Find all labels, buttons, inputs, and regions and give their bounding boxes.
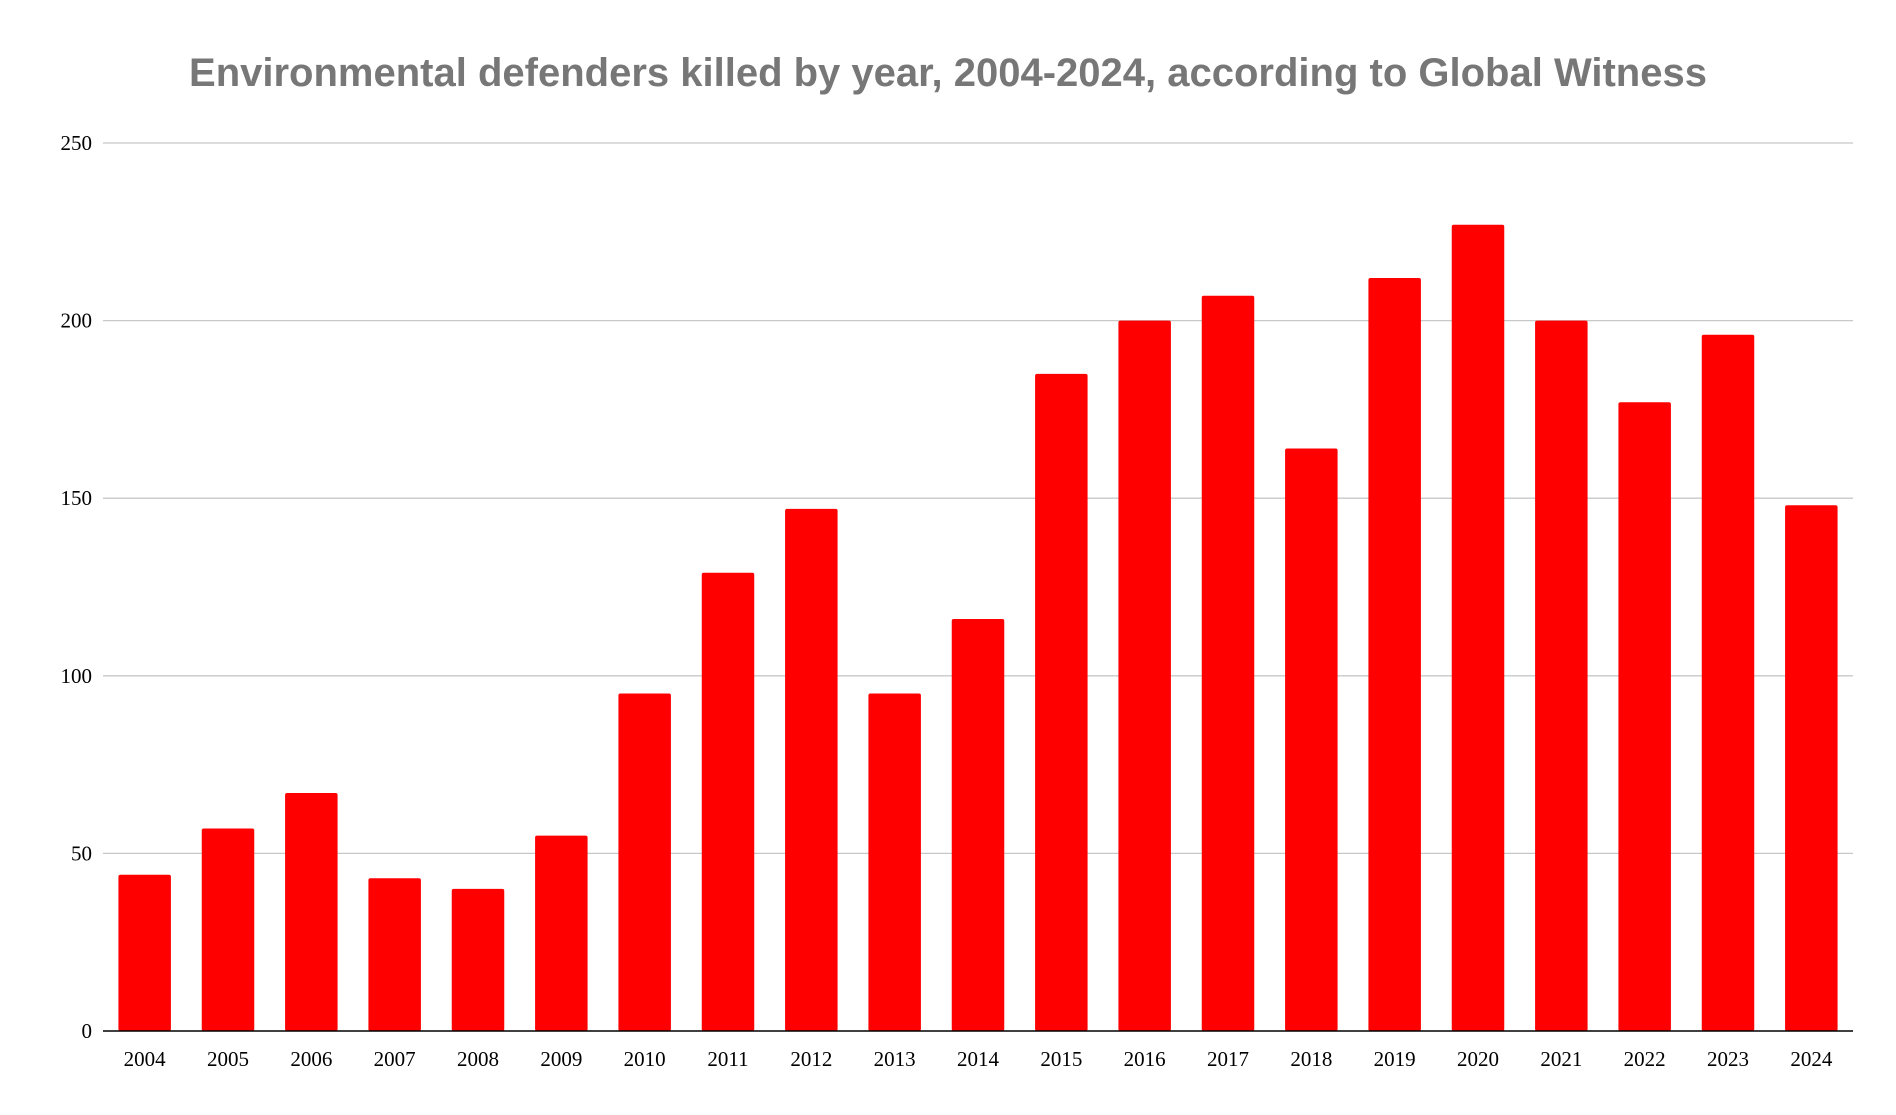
bar-2010 [618, 693, 671, 1031]
x-tick-label: 2010 [624, 1047, 666, 1071]
bar-2018 [1285, 448, 1338, 1031]
bars [118, 224, 1838, 1032]
bar-2009 [535, 835, 588, 1031]
x-tick-label: 2007 [374, 1047, 416, 1071]
bar-2011 [701, 572, 755, 1031]
x-tick-label: 2004 [124, 1047, 167, 1071]
x-tick-label: 2008 [457, 1047, 499, 1071]
y-axis-ticks: 0 50 100 150 200 250 [61, 131, 93, 1043]
x-tick-label: 2011 [707, 1047, 748, 1071]
bar-2005 [201, 828, 255, 1031]
bar-2020 [1451, 224, 1505, 1032]
bar-2004 [118, 874, 171, 1031]
x-tick-label: 2012 [790, 1047, 832, 1071]
y-tick-label: 0 [82, 1019, 93, 1043]
chart-title: Environmental defenders killed by year, … [189, 51, 1707, 95]
bar-2021 [1535, 320, 1588, 1032]
x-tick-label: 2016 [1124, 1047, 1166, 1071]
bar-2006 [285, 793, 338, 1031]
x-axis-ticks: 2004 2005 2006 2007 2008 2009 2010 2011 2012 2013… [124, 1047, 1833, 1071]
x-tick-label: 2023 [1707, 1047, 1749, 1071]
y-tick-label: 150 [61, 486, 93, 510]
bar-2016 [1118, 320, 1171, 1032]
x-tick-label: 2020 [1457, 1047, 1499, 1071]
x-tick-label: 2014 [957, 1047, 1000, 1071]
bar-2014 [951, 618, 1005, 1031]
x-tick-label: 2022 [1624, 1047, 1666, 1071]
bar-2022 [1618, 402, 1671, 1031]
x-tick-label: 2006 [290, 1047, 332, 1071]
bar-2017 [1201, 295, 1255, 1032]
x-tick-label: 2009 [540, 1047, 582, 1071]
x-tick-label: 2013 [874, 1047, 916, 1071]
bar-2023 [1701, 334, 1755, 1032]
y-tick-label: 50 [71, 841, 92, 865]
x-tick-label: 2019 [1374, 1047, 1416, 1071]
x-tick-label: 2021 [1540, 1047, 1582, 1071]
y-tick-label: 100 [61, 664, 93, 688]
bar-2013 [868, 693, 921, 1031]
bar-2015 [1035, 373, 1088, 1031]
bar-2007 [368, 878, 421, 1031]
x-tick-label: 2017 [1207, 1047, 1249, 1071]
y-tick-label: 200 [61, 309, 93, 333]
bar-2019 [1368, 277, 1421, 1031]
x-tick-label: 2015 [1040, 1047, 1082, 1071]
x-tick-label: 2005 [207, 1047, 249, 1071]
y-tick-label: 250 [61, 131, 93, 155]
x-tick-label: 2024 [1790, 1047, 1833, 1071]
x-tick-label: 2018 [1290, 1047, 1332, 1071]
bar-2012 [785, 508, 838, 1032]
bar-2008 [451, 888, 505, 1031]
bar-2024 [1785, 505, 1838, 1032]
